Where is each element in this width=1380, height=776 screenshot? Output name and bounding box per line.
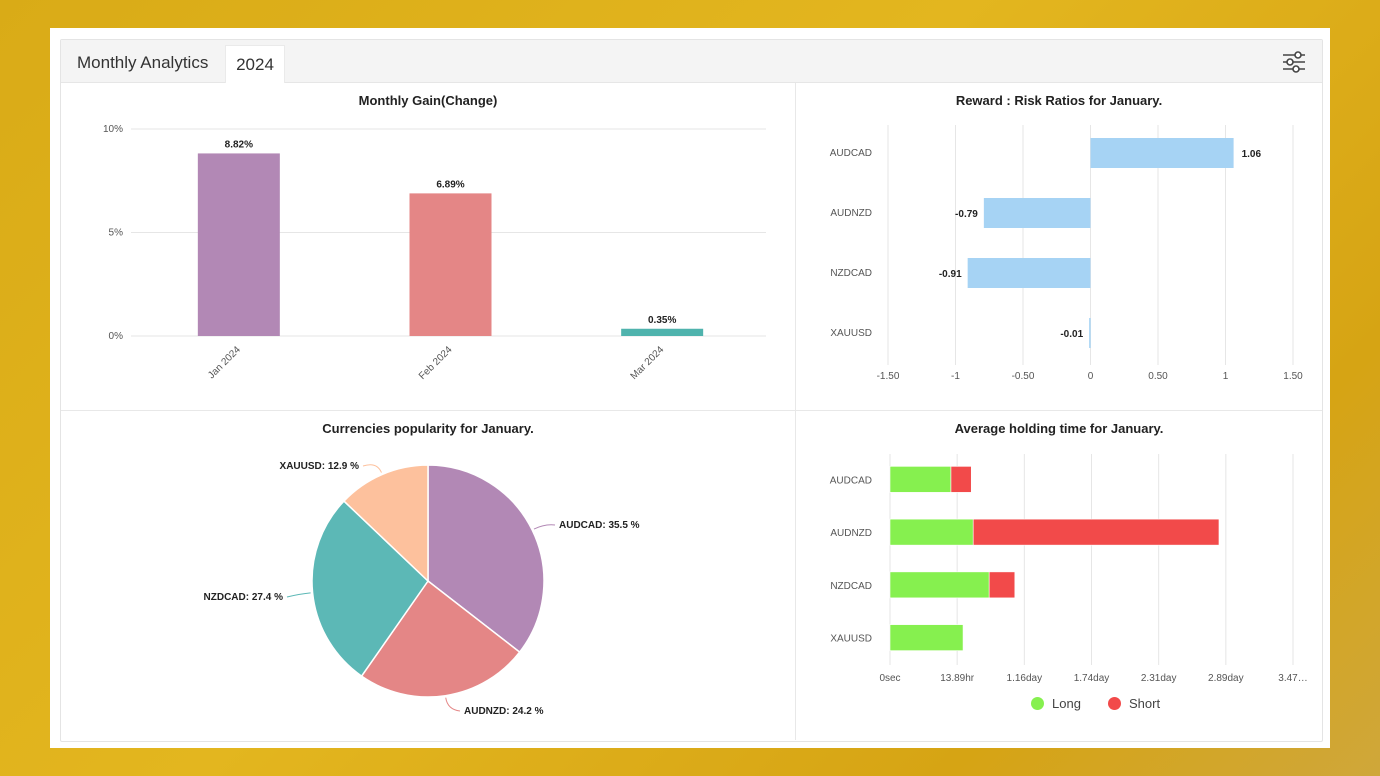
tab-year[interactable]: 2024 — [225, 45, 285, 83]
y-tick-label: NZDCAD — [830, 581, 872, 592]
pie-slice[interactable] — [360, 579, 521, 698]
legend-short-label: Short — [1129, 696, 1161, 711]
monthly-gain-panel: Monthly Gain(Change) 0% 5% 10% 8.82% Jan 202… — [61, 83, 795, 410]
x-tick-label: 13.89hr — [940, 673, 975, 684]
currency-popularity-panel: Currencies popularity for January. AUDCA… — [61, 411, 795, 740]
y-tick-label: AUDCAD — [830, 148, 872, 159]
x-tick-label: -1 — [951, 371, 960, 382]
bar-segment[interactable] — [972, 518, 1220, 546]
x-tick-label: 1.50 — [1283, 371, 1303, 382]
y-tick-label: XAUUSD — [830, 634, 872, 645]
x-tick-label: 3.47… — [1278, 673, 1307, 684]
bar[interactable] — [409, 193, 492, 336]
data-label: 0.35% — [648, 315, 676, 326]
x-tick-label: 2.89day — [1208, 673, 1244, 684]
x-tick-label: Jan 2024 — [206, 344, 243, 381]
bar[interactable] — [983, 198, 1091, 228]
panel-header: Monthly Analytics 2024 — [61, 40, 1322, 83]
x-tick-label: 1 — [1223, 371, 1229, 382]
legend-long-label: Long — [1052, 696, 1081, 711]
data-label: 8.82% — [225, 139, 253, 150]
bar-segment[interactable] — [950, 466, 972, 493]
leader-line — [286, 592, 311, 598]
x-tick-label: -1.50 — [877, 371, 900, 382]
legend-short[interactable]: Short — [1108, 696, 1160, 711]
holding-time-chart: Average holding time for January. 0sec 13… — [830, 421, 1308, 684]
x-tick-label: 1.74day — [1074, 673, 1110, 684]
monthly-gain-title: Monthly Gain(Change) — [359, 93, 498, 108]
x-tick-label: -0.50 — [1012, 371, 1035, 382]
y-tick-label: AUDNZD — [830, 208, 872, 219]
pie-label: NZDCAD: 27.4 % — [204, 592, 284, 603]
pie-slice[interactable] — [311, 500, 429, 678]
analytics-panel: Monthly Analytics 2024 Monthly Gain(Chan… — [60, 39, 1323, 742]
reward-risk-panel: Reward : Risk Ratios for January. -1.50 -… — [796, 83, 1322, 410]
y-tick-label: 5% — [109, 228, 124, 239]
pie-label: AUDCAD: 35.5 % — [559, 520, 640, 531]
y-tick-label: 0% — [109, 331, 124, 342]
bar[interactable] — [967, 258, 1091, 288]
x-tick-label: Mar 2024 — [629, 344, 667, 382]
holding-time-title: Average holding time for January. — [955, 421, 1164, 436]
legend-long[interactable]: Long — [1031, 696, 1081, 711]
filter-button[interactable] — [1281, 49, 1307, 75]
y-tick-label: XAUUSD — [830, 328, 872, 339]
legend-long-marker — [1031, 697, 1044, 710]
legend-short-marker — [1108, 697, 1121, 710]
y-tick-label: NZDCAD — [830, 268, 872, 279]
currency-popularity-title: Currencies popularity for January. — [322, 421, 533, 436]
reward-risk-title: Reward : Risk Ratios for January. — [956, 93, 1162, 108]
reward-risk-chart: Reward : Risk Ratios for January. -1.50 -… — [830, 93, 1303, 382]
leader-line — [533, 524, 556, 530]
y-tick-label: AUDNZD — [830, 528, 872, 539]
x-tick-label: Feb 2024 — [417, 344, 455, 382]
frame: Monthly Analytics 2024 Monthly Gain(Chan… — [50, 28, 1330, 748]
divider-horizontal — [61, 410, 1322, 411]
monthly-gain-chart: Monthly Gain(Change) 0% 5% 10% 8.82% Jan 202… — [103, 93, 766, 382]
data-label: -0.01 — [1060, 329, 1083, 340]
pie-slice[interactable] — [342, 464, 429, 583]
pie-slice[interactable] — [427, 464, 545, 654]
data-label: -0.79 — [955, 209, 978, 220]
bar[interactable] — [1090, 138, 1234, 168]
y-tick-label: 10% — [103, 124, 123, 135]
x-tick-label: 0sec — [879, 673, 900, 684]
pie-label: XAUUSD: 12.9 % — [280, 461, 360, 472]
data-label: 1.06 — [1242, 149, 1262, 160]
data-label: 6.89% — [436, 179, 464, 190]
bar-segment[interactable] — [889, 624, 964, 651]
bar[interactable] — [197, 153, 280, 336]
x-tick-label: 1.16day — [1007, 673, 1043, 684]
bar-segment[interactable] — [889, 466, 952, 493]
data-label: -0.91 — [939, 269, 962, 280]
sliders-icon — [1283, 51, 1305, 73]
panel-title: Monthly Analytics — [77, 53, 209, 72]
bar-segment[interactable] — [889, 518, 974, 546]
holding-time-panel: Average holding time for January. 0sec 13… — [796, 411, 1322, 740]
pie-label: AUDNZD: 24.2 % — [464, 706, 544, 717]
currency-popularity-chart: Currencies popularity for January. AUDCA… — [204, 421, 640, 717]
y-tick-label: AUDCAD — [830, 475, 872, 486]
bar[interactable] — [621, 328, 704, 336]
leader-line — [362, 464, 382, 473]
x-tick-label: 0 — [1088, 371, 1094, 382]
bar-segment[interactable] — [889, 571, 990, 599]
leader-line — [445, 697, 461, 712]
x-tick-label: 0.50 — [1148, 371, 1168, 382]
divider-vertical — [795, 83, 796, 740]
bar-segment[interactable] — [988, 571, 1016, 599]
bar[interactable] — [1089, 318, 1091, 348]
x-tick-label: 2.31day — [1141, 673, 1177, 684]
